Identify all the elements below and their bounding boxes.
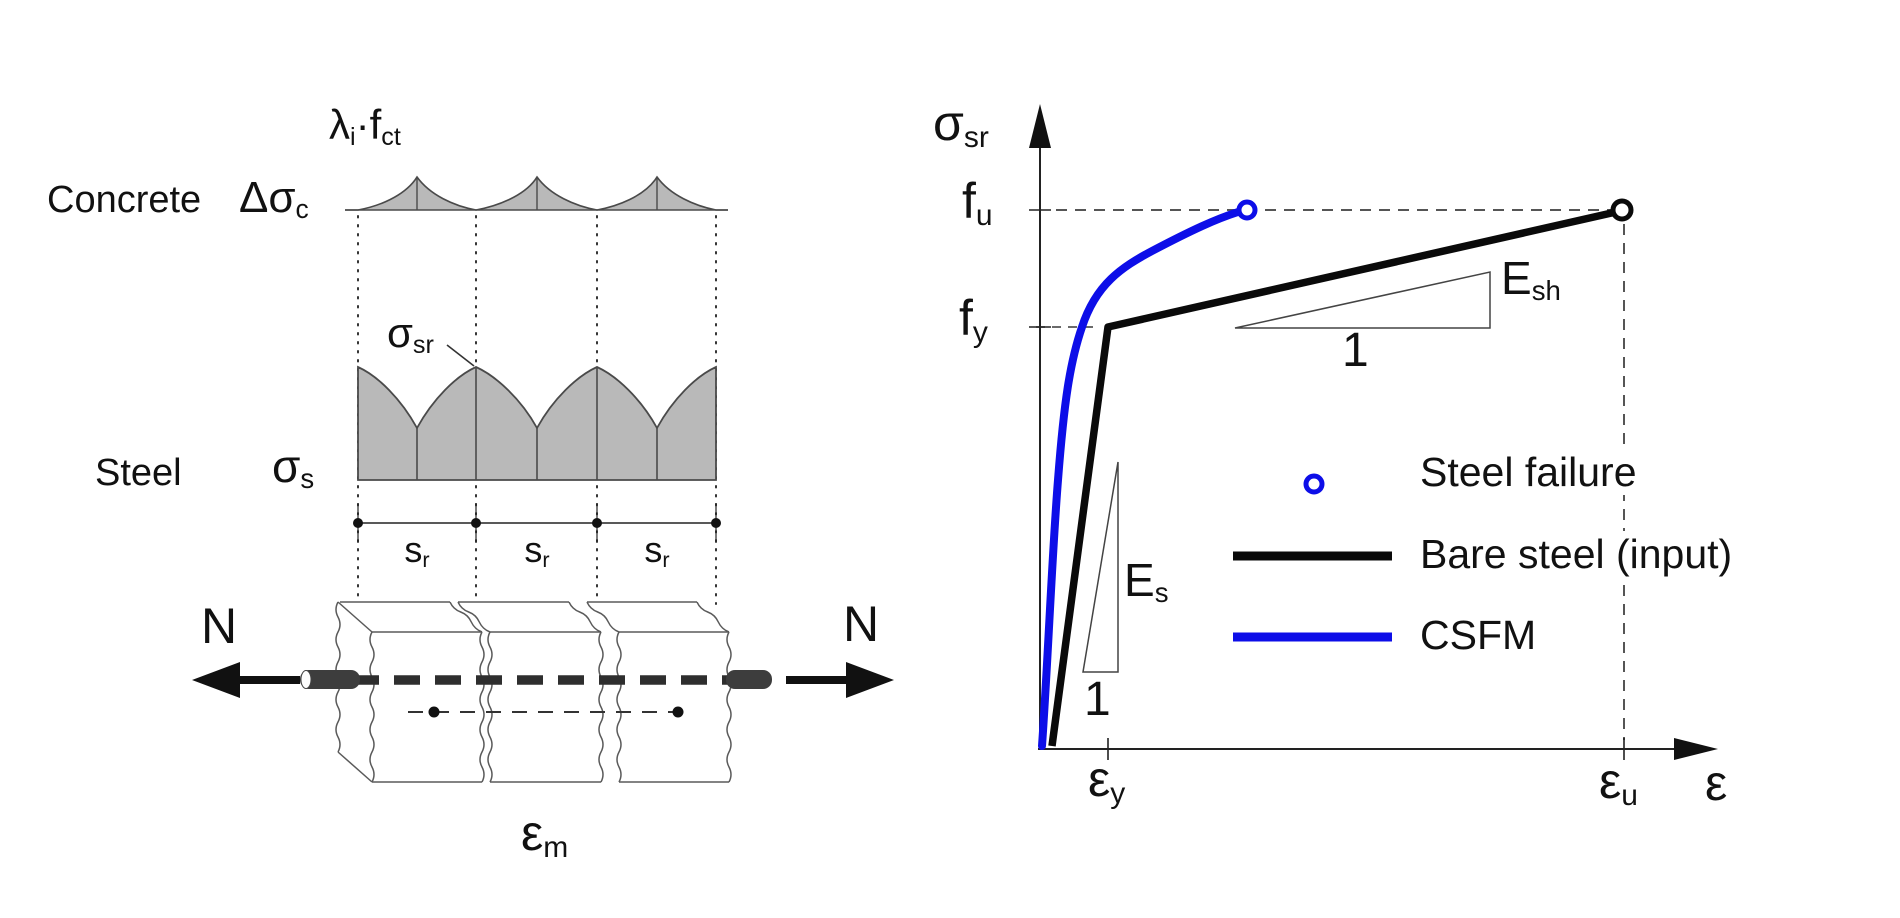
steel-crack-lines [416,367,658,480]
delta-sigma-c-label: Δσc [239,173,309,224]
crack-spacing-label-1: sr [404,529,430,572]
elastic-modulus-label: Es [1124,554,1169,609]
legend-markers [1233,473,1392,642]
concrete-row-label: Concrete [47,179,202,221]
steel-stress-fill [357,365,717,481]
elastic-slope-triangle [1082,461,1119,673]
crack-spacing-label-3: sr [644,529,670,572]
elastic-unit-run-label: 1 [1084,673,1111,726]
hardening-slope-triangle [1234,271,1491,329]
x-axis [1038,738,1718,760]
csfm-failure-marker [1236,199,1258,221]
steel-stress-shape [357,344,717,481]
bare-steel-failure-marker [1610,198,1634,222]
sigma-sr-leader-line [446,344,475,367]
axial-force-label-left: N [201,598,238,654]
chart-y-axis-label: σsr [933,95,989,154]
block-fills [338,602,729,782]
sigma-s-label: σs [272,440,315,495]
steel-row-label: Steel [95,452,182,494]
axial-force-arrow-right [786,662,894,698]
bare-steel-curve [1048,208,1617,747]
mean-strain-label: εm [521,805,569,864]
concrete-stress-shape [345,175,728,211]
fu-tick-label: fu [962,173,993,232]
sigma-sr-peak-label: σsr [387,309,434,359]
csfm-curve [1038,208,1242,750]
legend-label-csfm: CSFM [1420,612,1541,658]
eps-u-tick-label: εu [1599,753,1638,812]
y-axis [1029,104,1051,750]
concrete-peak-lines [416,177,658,210]
x-axis-arrow-icon [1674,738,1718,760]
gauge-length-line [408,706,684,718]
y-axis-arrow-icon [1029,104,1051,148]
stress-strain-chart [1029,104,1718,760]
rebar [300,670,772,689]
legend-label-bare-steel: Bare steel (input) [1420,531,1737,577]
hardening-unit-run-label: 1 [1342,324,1369,377]
eps-y-tick-label: εy [1088,751,1126,810]
lambda-fct-label: λi·fct [329,101,401,151]
hardening-modulus-label: Esh [1501,252,1561,307]
chart-x-axis-label: ε [1705,755,1728,811]
crack-spacing-dimension [353,503,721,543]
cracked-member-sketch [192,601,894,783]
axial-force-label-right: N [843,596,880,652]
legend-label-steel-failure: Steel failure [1420,449,1641,495]
axial-force-arrow-left [192,662,300,698]
legend-steel-failure-icon [1303,473,1325,495]
block-outlines [335,601,732,783]
crack-spacing-label-2: sr [524,529,550,572]
fy-tick-label: fy [959,290,988,349]
